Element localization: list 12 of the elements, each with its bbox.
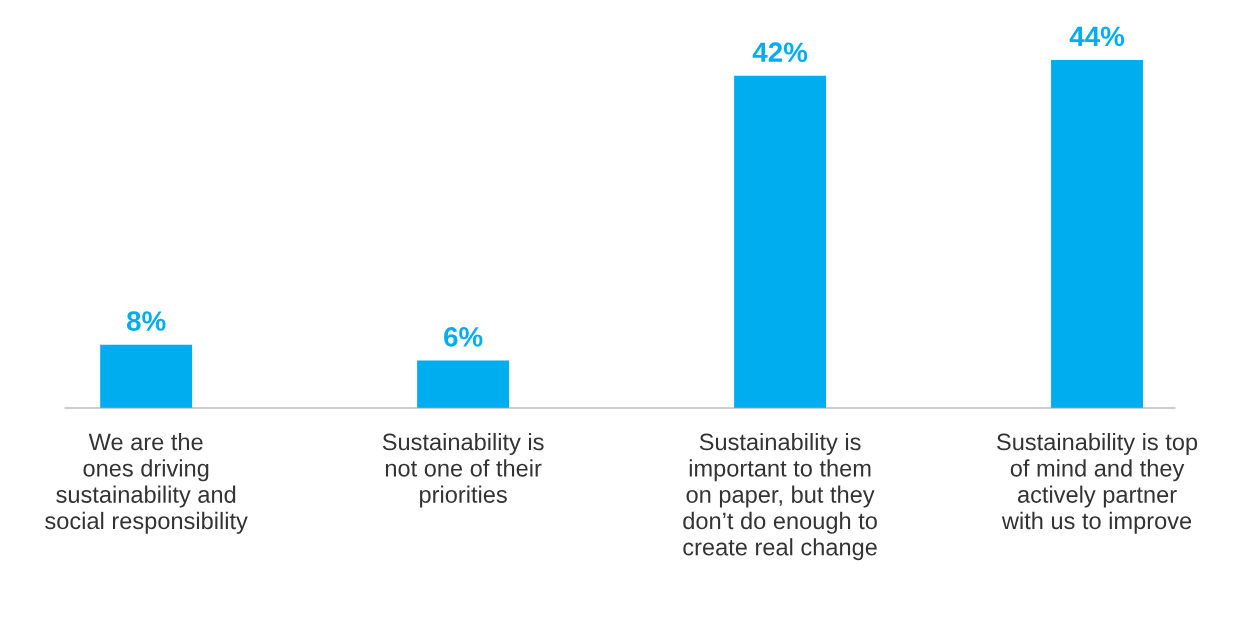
x-tick-label: Sustainability is not one of their priorities [382, 433, 544, 508]
bar [1051, 60, 1143, 408]
data-label: 42% [752, 42, 808, 62]
x-tick-label: Sustainability is top of mind and they actively partner with us to improve [997, 433, 1198, 534]
x-tick-label: We are the ones driving sustainability and social responsibility [45, 433, 248, 534]
bar [417, 360, 510, 408]
data-label: 8% [126, 311, 166, 331]
bar [100, 344, 193, 408]
bar [734, 75, 827, 408]
x-tick-label: Sustainability is important to them on paper, but they don’t do enough to create real change [683, 433, 877, 561]
data-label: 6% [444, 327, 483, 347]
data-label: 44% [1069, 26, 1125, 47]
